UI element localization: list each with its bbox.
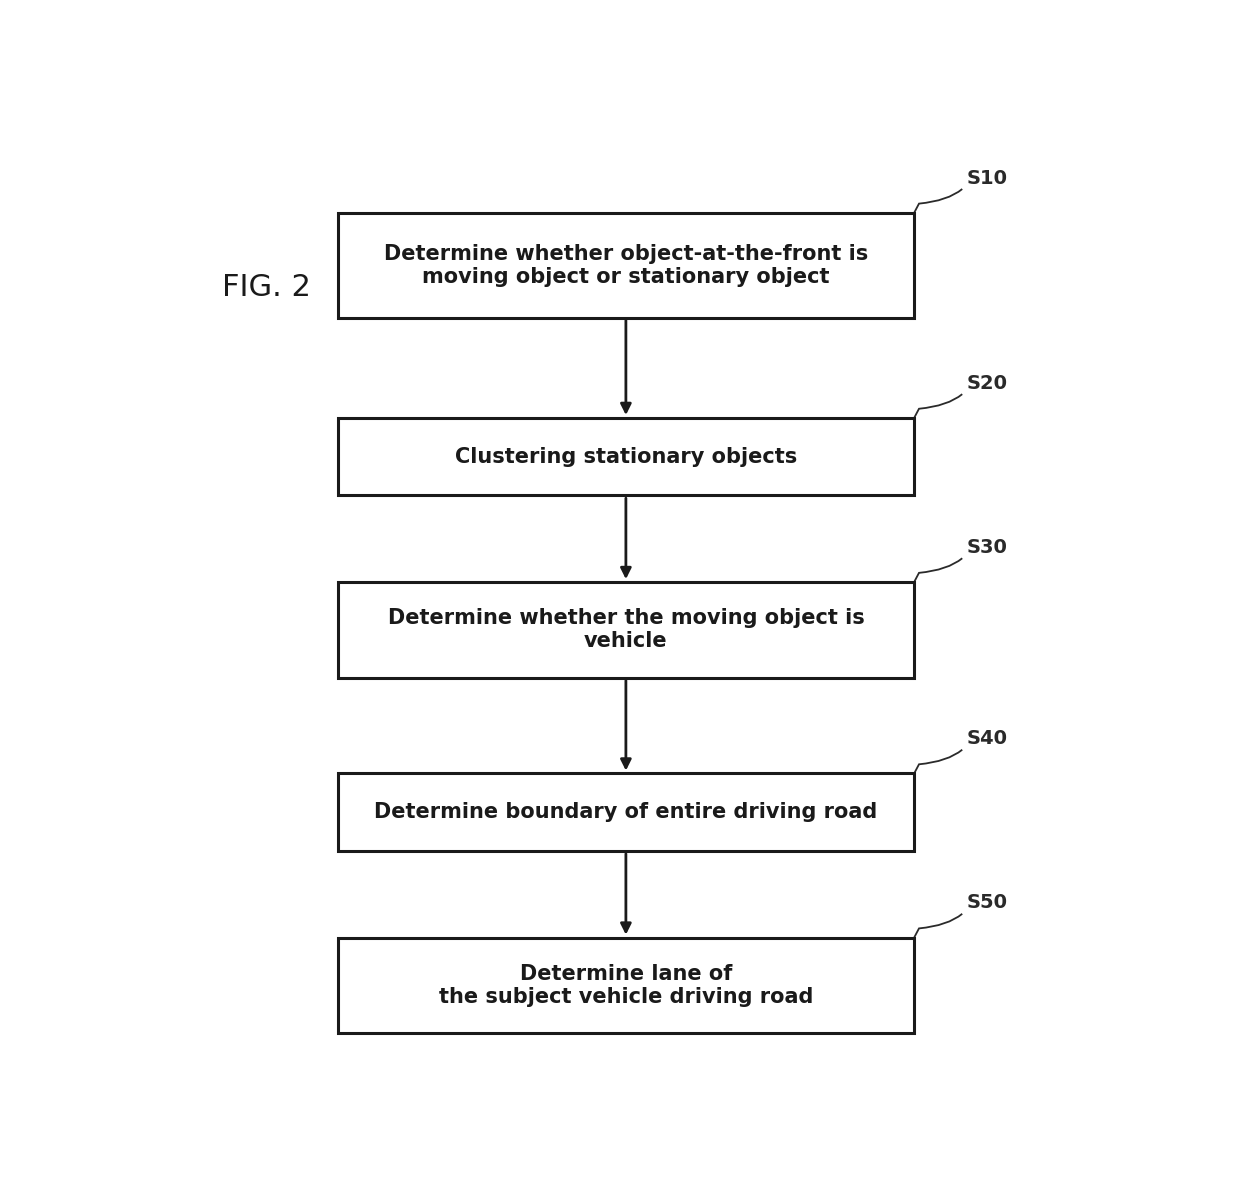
Text: FIG. 2: FIG. 2 — [222, 274, 311, 302]
FancyBboxPatch shape — [337, 583, 914, 677]
Text: S30: S30 — [967, 538, 1008, 556]
FancyBboxPatch shape — [337, 213, 914, 317]
Text: Determine boundary of entire driving road: Determine boundary of entire driving roa… — [374, 803, 878, 822]
FancyBboxPatch shape — [337, 938, 914, 1034]
FancyBboxPatch shape — [337, 773, 914, 851]
Text: S40: S40 — [967, 729, 1008, 748]
Text: S10: S10 — [967, 168, 1008, 187]
Text: Determine whether object-at-the-front is
moving object or stationary object: Determine whether object-at-the-front is… — [383, 244, 868, 287]
Text: S20: S20 — [967, 374, 1008, 393]
FancyBboxPatch shape — [337, 418, 914, 495]
Text: S50: S50 — [967, 894, 1008, 913]
Text: Clustering stationary objects: Clustering stationary objects — [455, 446, 797, 466]
Text: Determine whether the moving object is
vehicle: Determine whether the moving object is v… — [388, 609, 864, 651]
Text: Determine lane of
the subject vehicle driving road: Determine lane of the subject vehicle dr… — [439, 964, 813, 1006]
